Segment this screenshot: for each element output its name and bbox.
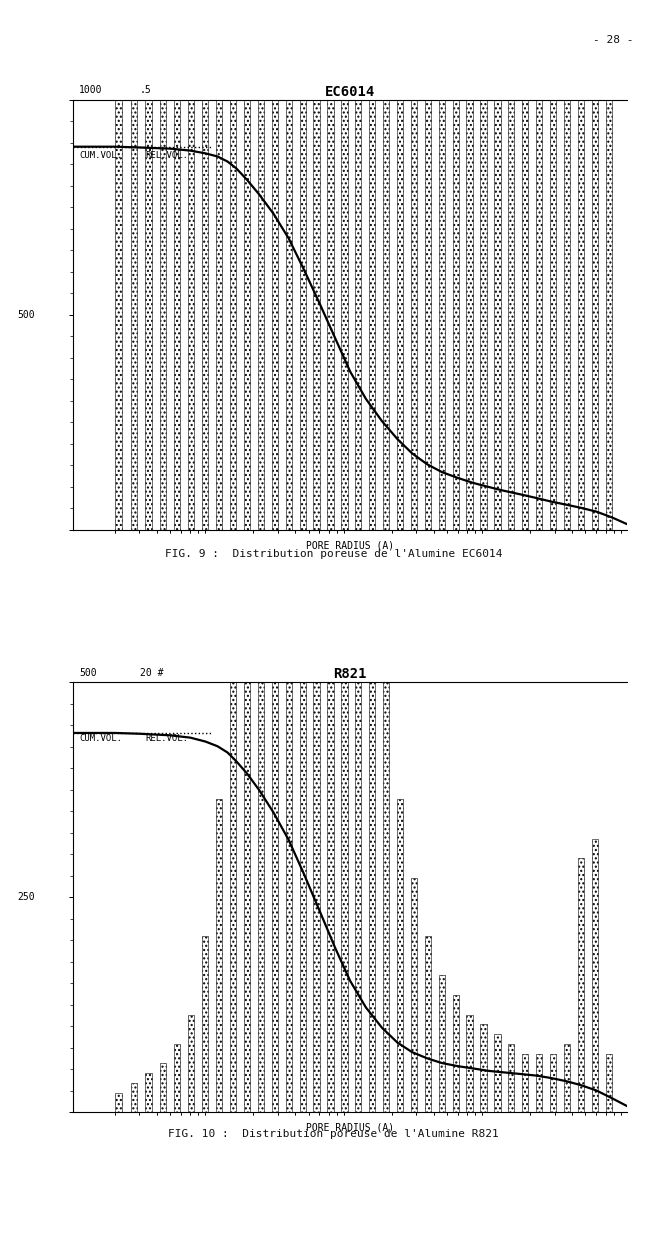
Text: CUM.VOL.: CUM.VOL. <box>79 733 122 743</box>
Bar <box>216 0 222 530</box>
Bar <box>187 0 194 530</box>
Bar <box>187 1015 194 1112</box>
Bar <box>342 135 348 1112</box>
Text: 250: 250 <box>17 892 35 903</box>
Bar <box>299 0 306 530</box>
Bar <box>606 0 612 530</box>
Bar <box>145 1074 151 1112</box>
Text: REL.VOL.: REL.VOL. <box>145 151 188 161</box>
Bar <box>439 0 445 530</box>
Text: .5: .5 <box>140 86 151 96</box>
Text: - 28 -: - 28 - <box>593 35 634 45</box>
Bar <box>397 799 404 1112</box>
Bar <box>202 0 208 530</box>
Bar <box>271 0 278 1112</box>
Text: FIG. 9 :  Distribution poreuse de l'Alumine EC6014: FIG. 9 : Distribution poreuse de l'Alumi… <box>165 550 502 560</box>
Bar <box>369 0 376 530</box>
Bar <box>578 0 584 530</box>
Bar <box>159 0 166 530</box>
Bar <box>369 526 376 1112</box>
Bar <box>173 1044 180 1112</box>
Bar <box>383 682 390 1112</box>
Bar <box>494 0 500 530</box>
Bar <box>271 0 278 530</box>
Bar <box>243 252 250 1112</box>
Bar <box>159 1064 166 1112</box>
Bar <box>257 0 264 530</box>
Bar <box>550 0 556 530</box>
Bar <box>592 0 598 530</box>
Bar <box>480 1024 487 1112</box>
Bar <box>578 858 584 1112</box>
Bar <box>536 1054 542 1112</box>
Bar <box>131 0 137 530</box>
Bar <box>327 0 334 1112</box>
Bar <box>397 0 404 530</box>
X-axis label: PORE RADIUS (A): PORE RADIUS (A) <box>306 1122 394 1132</box>
Bar <box>564 1044 570 1112</box>
Bar <box>230 0 236 530</box>
Bar <box>425 936 431 1112</box>
Bar <box>327 0 334 530</box>
Text: 1000: 1000 <box>79 86 103 96</box>
Text: CUM.VOL.: CUM.VOL. <box>79 151 122 161</box>
Text: 20 #: 20 # <box>140 668 163 678</box>
Bar <box>243 0 250 530</box>
Bar <box>313 0 319 530</box>
Bar <box>115 0 122 530</box>
Bar <box>342 0 348 530</box>
Bar <box>522 0 528 530</box>
Text: FIG. 10 :  Distribution poreuse de l'Alumine R821: FIG. 10 : Distribution poreuse de l'Alum… <box>168 1130 499 1140</box>
Bar <box>439 975 445 1112</box>
Bar <box>494 1034 500 1112</box>
Bar <box>453 0 459 530</box>
Bar <box>356 0 362 530</box>
Bar <box>606 1054 612 1112</box>
Bar <box>425 0 431 530</box>
Bar <box>131 1082 137 1112</box>
Bar <box>411 878 417 1112</box>
Bar <box>592 838 598 1112</box>
Bar <box>216 799 222 1112</box>
Bar <box>550 1054 556 1112</box>
Bar <box>564 0 570 530</box>
Bar <box>230 565 236 1112</box>
Bar <box>115 1092 122 1112</box>
Text: 500: 500 <box>17 309 35 320</box>
Bar <box>480 0 487 530</box>
Bar <box>299 0 306 1112</box>
Bar <box>466 0 473 530</box>
Bar <box>145 0 151 530</box>
Bar <box>453 995 459 1112</box>
Text: REL.VOL.: REL.VOL. <box>145 733 188 743</box>
Bar <box>522 1054 528 1112</box>
Bar <box>202 936 208 1112</box>
Bar <box>173 0 180 530</box>
Bar <box>257 0 264 1112</box>
Bar <box>356 349 362 1112</box>
Bar <box>383 0 390 530</box>
Bar <box>411 0 417 530</box>
Bar <box>536 0 542 530</box>
Bar <box>508 1044 514 1112</box>
Bar <box>466 1015 473 1112</box>
Text: 500: 500 <box>79 668 97 678</box>
Bar <box>285 0 292 1112</box>
Title: EC6014: EC6014 <box>325 85 376 99</box>
Bar <box>313 0 319 1112</box>
X-axis label: PORE RADIUS (A): PORE RADIUS (A) <box>306 540 394 550</box>
Bar <box>285 0 292 530</box>
Bar <box>508 0 514 530</box>
Title: R821: R821 <box>334 667 367 681</box>
